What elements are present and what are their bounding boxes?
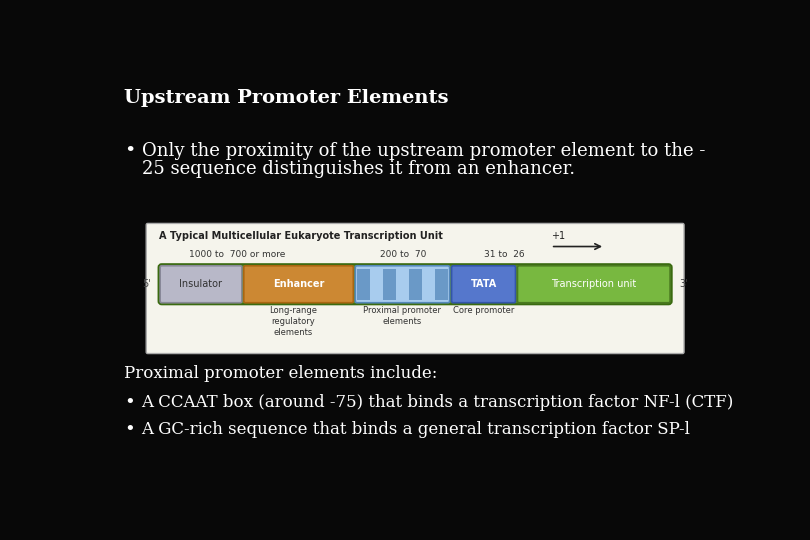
Text: A GC-rich sequence that binds a general transcription factor SP-l: A GC-rich sequence that binds a general … bbox=[142, 421, 690, 437]
Text: Proximal promoter
elements: Proximal promoter elements bbox=[364, 306, 441, 326]
Text: Only the proximity of the upstream promoter element to the -: Only the proximity of the upstream promo… bbox=[142, 142, 705, 160]
Bar bbox=[435, 269, 448, 300]
Text: Insulator: Insulator bbox=[180, 279, 223, 289]
Text: +1: +1 bbox=[551, 231, 565, 241]
Text: 31 to  26: 31 to 26 bbox=[484, 249, 525, 259]
Text: 5': 5' bbox=[142, 279, 151, 289]
Text: Long-range
regulatory
elements: Long-range regulatory elements bbox=[270, 306, 318, 337]
Text: •: • bbox=[125, 394, 135, 413]
FancyBboxPatch shape bbox=[244, 266, 353, 303]
Text: Core promoter: Core promoter bbox=[453, 306, 514, 315]
FancyBboxPatch shape bbox=[356, 266, 450, 303]
Text: 3': 3' bbox=[680, 279, 688, 289]
FancyBboxPatch shape bbox=[518, 266, 670, 303]
Text: 25 sequence distinguishes it from an enhancer.: 25 sequence distinguishes it from an enh… bbox=[142, 160, 574, 178]
FancyBboxPatch shape bbox=[160, 266, 242, 303]
Text: A Typical Multicellular Eukaryote Transcription Unit: A Typical Multicellular Eukaryote Transc… bbox=[160, 231, 443, 241]
Text: •: • bbox=[125, 142, 136, 160]
Bar bbox=[409, 269, 422, 300]
Text: Enhancer: Enhancer bbox=[273, 279, 324, 289]
Text: •: • bbox=[125, 421, 135, 438]
Bar bbox=[383, 269, 396, 300]
Text: 1000 to  700 or more: 1000 to 700 or more bbox=[189, 249, 285, 259]
Text: Upstream Promoter Elements: Upstream Promoter Elements bbox=[125, 90, 449, 107]
FancyBboxPatch shape bbox=[452, 266, 515, 303]
FancyBboxPatch shape bbox=[159, 264, 671, 304]
Bar bbox=[357, 269, 370, 300]
Text: Proximal promoter elements include:: Proximal promoter elements include: bbox=[125, 365, 438, 382]
Text: A CCAAT box (around -75) that binds a transcription factor NF-l (CTF): A CCAAT box (around -75) that binds a tr… bbox=[142, 394, 734, 411]
Text: Transcription unit: Transcription unit bbox=[551, 279, 637, 289]
FancyBboxPatch shape bbox=[146, 224, 684, 354]
Text: TATA: TATA bbox=[471, 279, 497, 289]
Text: 200 to  70: 200 to 70 bbox=[381, 249, 427, 259]
